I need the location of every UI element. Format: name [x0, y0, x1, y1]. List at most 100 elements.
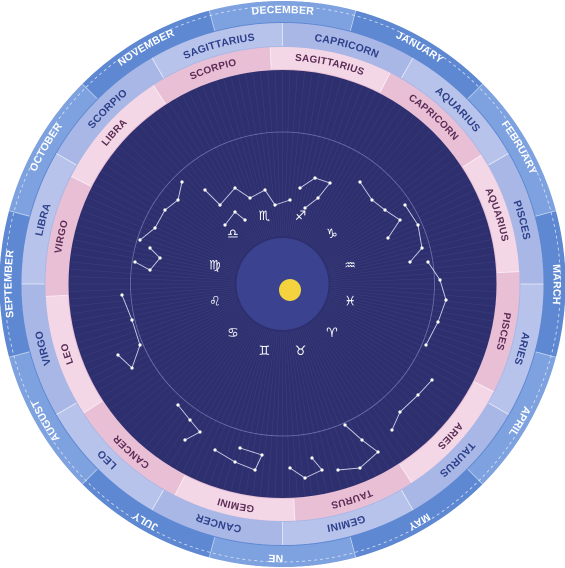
- star-icon: [158, 256, 162, 260]
- ring-dividers: [9, 10, 556, 558]
- sidereal-divider: [379, 72, 391, 93]
- month-segment: [9, 83, 98, 217]
- sky-ray: [70, 261, 235, 280]
- star-icon: [316, 196, 320, 200]
- scorpio-glyph: ♏: [259, 209, 271, 224]
- sky-ray: [330, 261, 495, 280]
- sky-ray: [329, 290, 494, 314]
- sky-ray: [311, 115, 414, 247]
- month-segment: [9, 351, 98, 485]
- sky-ray: [330, 288, 495, 307]
- sidereal-segment: [45, 176, 91, 297]
- sky-ray: [330, 276, 496, 283]
- tropical-divider: [401, 489, 414, 511]
- tropical-divider: [56, 402, 77, 415]
- sky-ray: [110, 312, 244, 410]
- sky-ray: [223, 79, 270, 238]
- sky-ray: [313, 120, 420, 248]
- sky-ray: [237, 75, 273, 238]
- sky-ray: [105, 310, 243, 404]
- capricorn-glyph: ♑: [326, 227, 338, 242]
- star-icon: [253, 468, 257, 472]
- sky-ray: [322, 164, 460, 258]
- sky-ray: [202, 86, 265, 240]
- tropical-segment: [488, 284, 544, 415]
- sky-ray: [298, 329, 356, 485]
- constellation-line: [289, 457, 323, 479]
- month-segment: [209, 537, 356, 567]
- star-icon: [444, 298, 448, 302]
- star-icon: [176, 198, 180, 202]
- sidereal-segment: [174, 475, 295, 521]
- sidereal-divider: [462, 154, 482, 168]
- tropical-divider: [151, 57, 164, 79]
- sky-ray: [74, 293, 236, 329]
- sky-ray: [326, 203, 481, 267]
- tropical-divider: [401, 57, 414, 79]
- sky-ray: [74, 239, 236, 275]
- sky-ray: [330, 285, 496, 292]
- star-icon: [148, 246, 152, 250]
- sky-ray: [326, 301, 481, 365]
- star-icon: [370, 198, 374, 202]
- sky-ray: [283, 331, 291, 497]
- sky-ray: [330, 268, 495, 281]
- gemini-glyph: ♊: [259, 344, 271, 359]
- sky-ray: [285, 331, 298, 497]
- sun-icon: [279, 279, 301, 301]
- month-segment: [467, 83, 556, 217]
- sky-ray: [175, 325, 259, 469]
- star-icon: [386, 236, 390, 240]
- sky-ray: [87, 303, 239, 371]
- sky-ray: [139, 125, 251, 249]
- sky-ray: [300, 328, 363, 482]
- sky-ray: [292, 75, 328, 238]
- star-icon: [358, 466, 362, 470]
- sky-ray: [114, 152, 245, 255]
- sky-ray: [110, 158, 244, 256]
- month-segment: [82, 10, 215, 99]
- sky-ray: [169, 103, 258, 244]
- sky-ray: [314, 319, 426, 443]
- sky-ray: [285, 71, 298, 237]
- month-divider: [467, 83, 483, 100]
- sidereal-segment: [399, 381, 494, 483]
- star-icon: [328, 181, 332, 185]
- star-icon: [130, 318, 134, 322]
- sky-ray: [69, 285, 235, 292]
- sky-ray: [311, 321, 414, 453]
- sky-ray: [328, 225, 488, 272]
- sidereal-segment: [462, 154, 520, 273]
- sky-ray: [274, 71, 282, 237]
- month-divider: [208, 536, 216, 558]
- star-icon: [180, 180, 184, 184]
- sky-ray: [79, 217, 237, 270]
- star-icon: [303, 206, 307, 210]
- sky-ray: [245, 331, 275, 494]
- sidereal-divider: [473, 381, 494, 392]
- sky-ray: [114, 313, 245, 416]
- sky-ray: [84, 203, 239, 267]
- star-icon: [130, 366, 134, 370]
- tropical-divider: [151, 489, 164, 511]
- libra-glyph: ♎: [227, 227, 239, 242]
- star-icon: [403, 203, 407, 207]
- star-icon: [153, 226, 157, 230]
- sky-ray: [216, 81, 268, 239]
- sky-ray: [293, 330, 335, 491]
- star-icon: [213, 448, 217, 452]
- sky-ray: [188, 92, 262, 241]
- sky-ray: [157, 322, 255, 457]
- sky-ray: [298, 83, 356, 239]
- sky-ray: [315, 318, 431, 438]
- sky-ray: [328, 217, 486, 270]
- sky-ray: [310, 322, 408, 457]
- sky-ray: [314, 125, 426, 249]
- sky-ray: [151, 321, 254, 453]
- sky-ray: [290, 74, 320, 237]
- sky-ray: [316, 317, 436, 433]
- star-icon: [408, 260, 412, 264]
- sky-ray: [145, 320, 252, 448]
- tropical-divider: [56, 153, 77, 166]
